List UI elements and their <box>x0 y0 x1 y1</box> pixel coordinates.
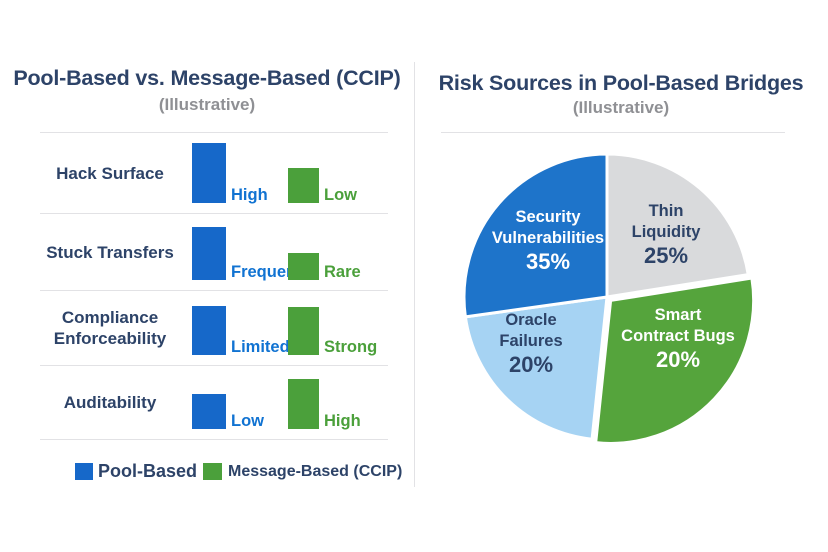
message-based-value: Low <box>324 186 357 204</box>
message-based-bar <box>288 307 319 355</box>
slice-name-line: Smart <box>654 306 702 324</box>
slice-name-line: Contract Bugs <box>621 326 735 345</box>
comparison-row-stuck-transfers: Stuck Transfers Frequent Rare <box>40 214 388 291</box>
comparison-legend: Pool-Based Message-Based (CCIP) <box>40 461 402 483</box>
comparison-row-auditability: Auditability Low High <box>40 366 388 440</box>
message-based-value: Rare <box>324 263 361 281</box>
slice-name-line: Thin <box>648 202 684 220</box>
pool-based-legend-label: Pool-Based <box>98 461 198 481</box>
pool-based-value: Frequent <box>231 263 302 281</box>
row-label: Stuck Transfers <box>46 242 174 262</box>
pie-label-security-vulnerabilities: Security Vulnerabilities 35% <box>468 207 628 275</box>
message-based-legend-swatch <box>203 463 222 480</box>
slice-percentage: 25% <box>643 243 689 268</box>
slice-percentage: 20% <box>508 352 554 377</box>
row-label: Compliance Enforceability <box>53 308 167 348</box>
slice-name-line: Failures <box>499 331 563 350</box>
pie-label-thin-liquidity: Thin Liquidity 25% <box>586 201 746 269</box>
slice-name-line: Vulnerabilities <box>491 228 605 247</box>
slice-name-line: Oracle <box>505 311 557 329</box>
pie-title-divider <box>441 132 785 133</box>
pool-based-bar <box>192 227 226 280</box>
message-based-legend-label: Message-Based (CCIP) <box>228 463 403 480</box>
pool-based-legend-swatch <box>75 463 93 480</box>
pie-label-oracle-failures: Oracle Failures 20% <box>451 310 611 378</box>
pie-slice-smart-contract-bugs <box>594 276 756 445</box>
pie-chart-subtitle: (Illustrative) <box>572 98 670 117</box>
message-based-value: High <box>324 412 361 430</box>
pool-based-bar <box>192 306 226 355</box>
message-based-bar <box>288 253 319 280</box>
pool-based-value: Limited <box>231 338 290 356</box>
comparison-rows: Hack Surface High Low Stuck Transfers Fr… <box>40 132 388 440</box>
row-label: Hack Surface <box>56 163 164 183</box>
comparison-chart-panel: Pool-Based vs. Message-Based (CCIP) (Ill… <box>13 66 402 483</box>
message-based-value: Strong <box>324 338 378 356</box>
pie-slice-thin-liquidity <box>605 152 750 299</box>
pie-chart-panel: Risk Sources in Pool-Based Bridges (Illu… <box>414 0 828 552</box>
message-based-bar <box>288 379 319 429</box>
comparison-chart-subtitle: (Illustrative) <box>158 95 256 114</box>
pie-slice-security-vulnerabilities <box>462 152 609 319</box>
panel-separator <box>414 62 415 487</box>
comparison-row-compliance-enforceability: Compliance Enforceability Limited Strong <box>40 291 388 366</box>
row-label: Auditability <box>63 393 157 412</box>
pie-chart <box>462 152 756 445</box>
slice-name-line: Security <box>515 208 581 226</box>
pool-based-bar <box>192 394 226 429</box>
slice-percentage: 20% <box>655 347 701 372</box>
pie-slice-oracle-failures <box>463 295 609 441</box>
pie-chart-title: Risk Sources in Pool-Based Bridges <box>438 71 804 95</box>
pie-label-smart-contract-bugs: Smart Contract Bugs 20% <box>598 305 758 373</box>
pool-based-bar <box>192 143 226 203</box>
slice-name-line: Liquidity <box>631 222 701 241</box>
comparison-title-divider <box>40 132 388 133</box>
comparison-row-hack-surface: Hack Surface High Low <box>40 133 388 214</box>
slice-percentage: 35% <box>525 249 571 274</box>
message-based-bar <box>288 168 319 203</box>
pool-based-value: High <box>231 186 268 204</box>
pool-based-value: Low <box>231 412 264 430</box>
comparison-chart-title: Pool-Based vs. Message-Based (CCIP) <box>13 66 401 90</box>
